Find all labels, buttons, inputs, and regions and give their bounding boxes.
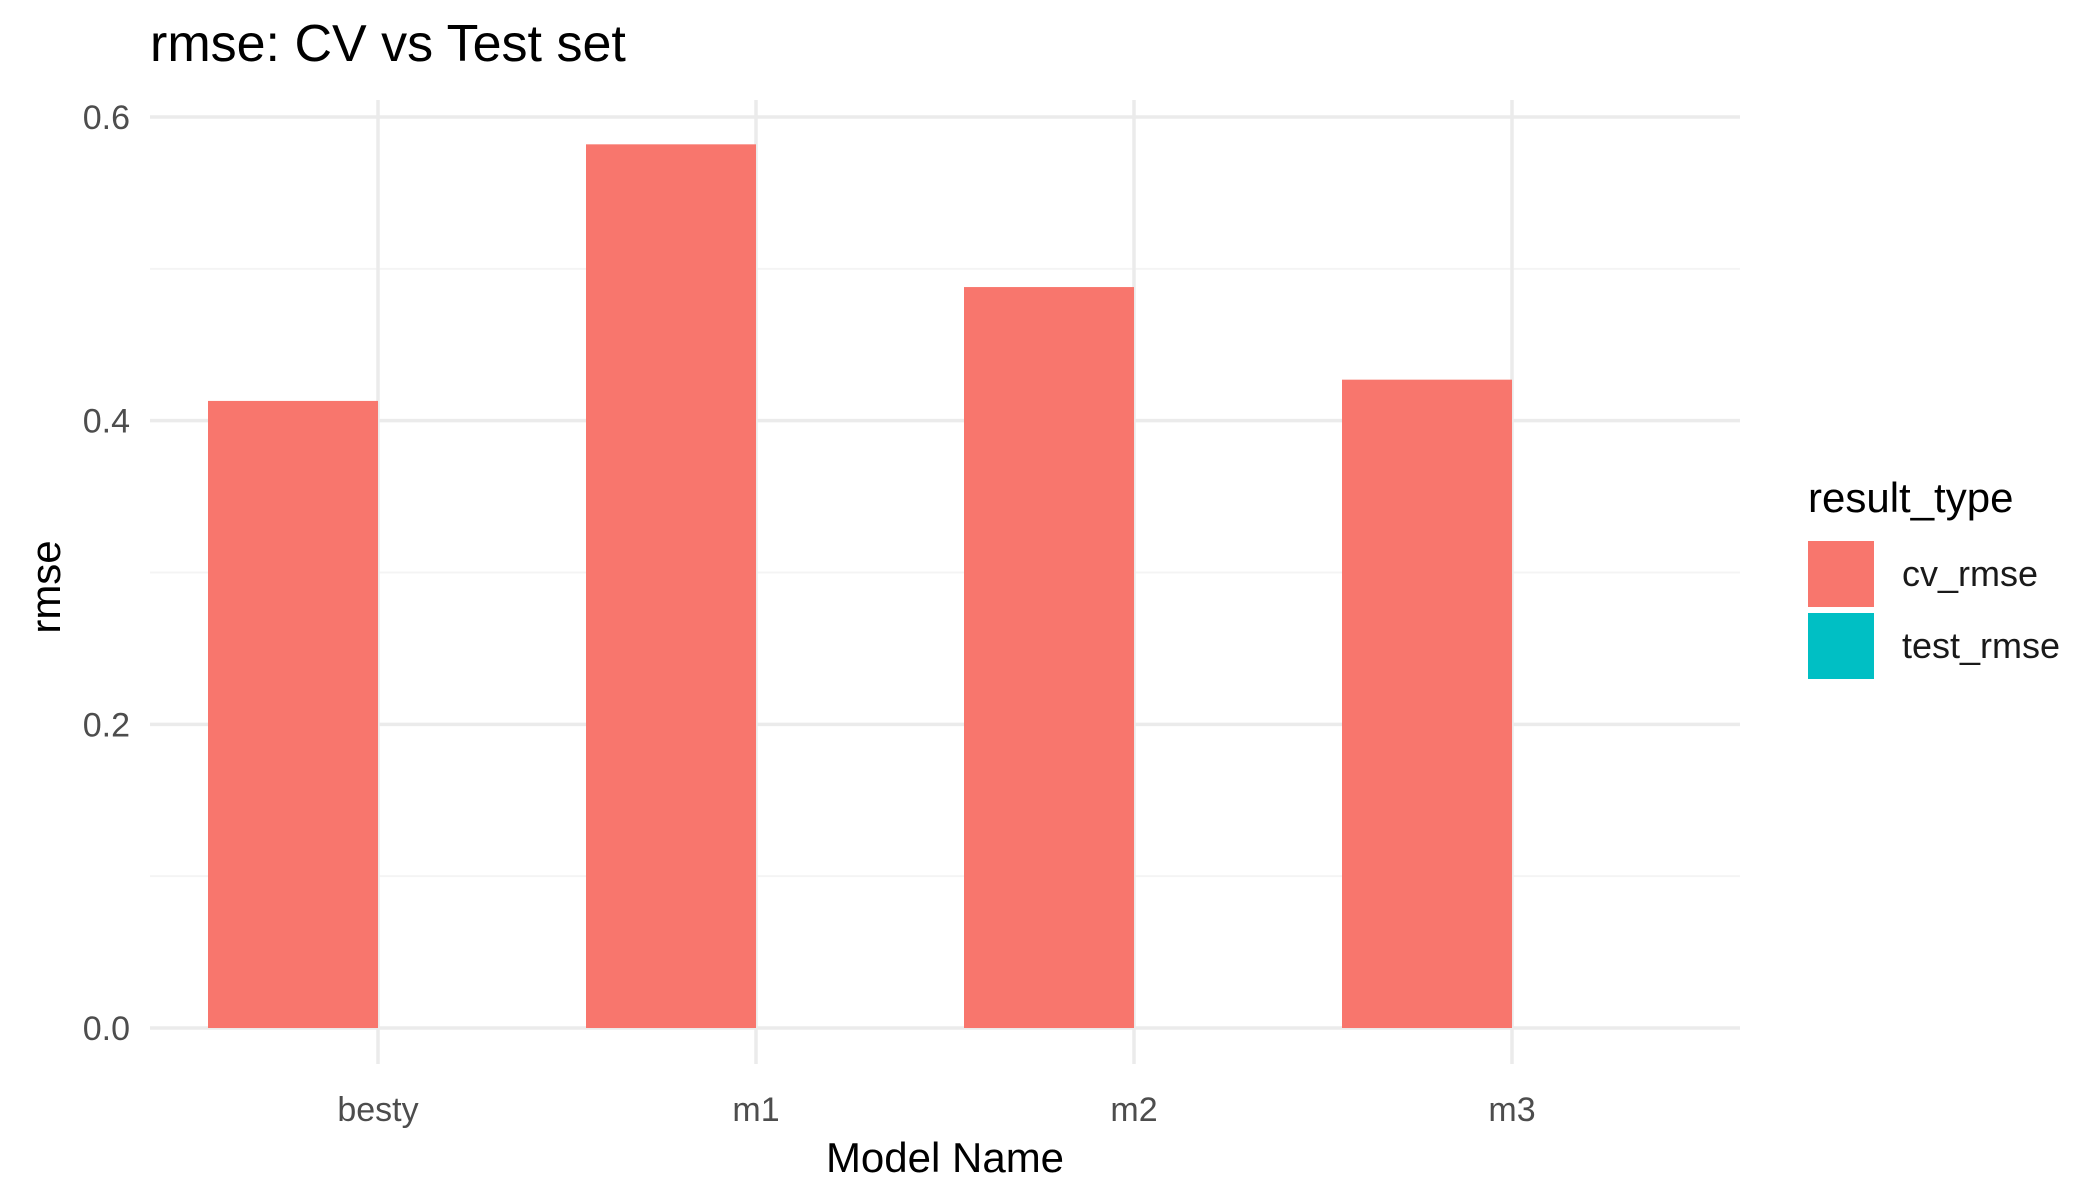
x-tick-label: m2 — [1110, 1091, 1157, 1129]
legend: result_type cv_rmse test_rmse — [1808, 474, 2060, 682]
x-tick-label: m3 — [1488, 1091, 1535, 1129]
x-axis-label: Model Name — [826, 1134, 1064, 1181]
bar-cv_rmse-m1 — [586, 144, 756, 1028]
legend-swatch-cv-rmse — [1808, 541, 1874, 607]
legend-label-cv-rmse: cv_rmse — [1902, 553, 2039, 594]
y-tick-label: 0.2 — [83, 706, 130, 744]
bar-cv_rmse-m2 — [964, 287, 1134, 1028]
y-tick-label: 0.4 — [83, 403, 130, 441]
legend-swatch-test-rmse — [1808, 613, 1874, 679]
legend-title: result_type — [1808, 474, 2014, 521]
bar-cv_rmse-besty — [208, 400, 378, 1028]
legend-label-test-rmse: test_rmse — [1902, 625, 2061, 666]
bar-cv_rmse-m3 — [1342, 379, 1512, 1029]
y-axis-label: rmse — [22, 540, 69, 633]
bars — [208, 144, 1512, 1029]
legend-item-cv-rmse: cv_rmse — [1808, 538, 2060, 610]
chart-title: rmse: CV vs Test set — [150, 15, 626, 73]
y-tick-label: 0.0 — [83, 1010, 130, 1048]
x-tick-label: m1 — [732, 1091, 779, 1129]
legend-item-test-rmse: test_rmse — [1808, 610, 2060, 682]
x-tick-label: besty — [337, 1091, 418, 1129]
tick-labels: 0.0 0.2 0.4 0.6 besty m1 m2 m3 — [83, 99, 1536, 1129]
y-tick-label: 0.6 — [83, 99, 130, 137]
